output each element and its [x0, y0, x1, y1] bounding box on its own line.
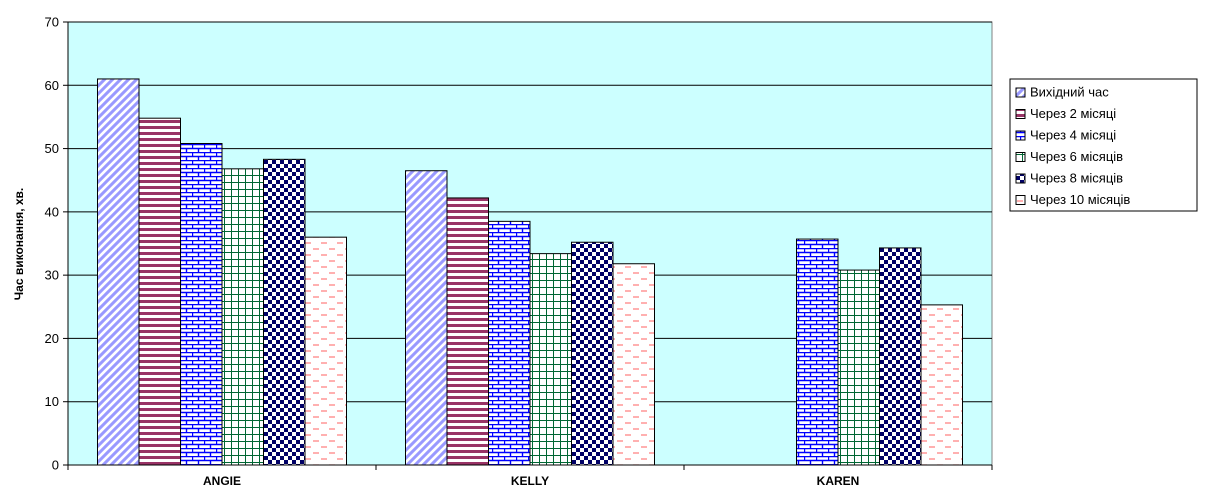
bars — [97, 78, 963, 466]
bar-angie-series-1 — [97, 78, 140, 466]
legend-box — [1009, 78, 1198, 212]
y-tick-label: 20 — [45, 331, 59, 346]
y-tick-label: 60 — [45, 78, 59, 93]
axes: 0 10 20 30 40 50 60 70 ANGIE KELLY KAREN — [45, 15, 993, 488]
legend-label: Через 10 місяців — [1030, 192, 1130, 207]
x-tick-label: ANGIE — [203, 474, 241, 488]
legend-label: Через 2 місяці — [1030, 106, 1116, 121]
legend-swatch — [1015, 195, 1026, 205]
legend-swatch — [1015, 173, 1026, 184]
bar-kelly-series-5 — [571, 241, 614, 466]
bar-angie-series-5 — [263, 158, 306, 466]
bar-kelly-series-6 — [612, 263, 655, 466]
bar-kelly-series-4 — [529, 253, 572, 466]
y-tick-label: 40 — [45, 204, 59, 219]
y-tick-label: 0 — [52, 458, 59, 473]
bar-angie-series-4 — [221, 168, 264, 466]
bar-karen-series-5 — [879, 247, 922, 466]
bar-karen-series-3 — [796, 238, 839, 466]
x-tick-label: KELLY — [511, 474, 549, 488]
y-tick-label: 70 — [45, 15, 59, 30]
bar-karen-series-4 — [837, 269, 880, 466]
legend-swatch — [1015, 130, 1026, 141]
legend-label: Через 8 місяців — [1030, 171, 1123, 186]
bar-angie-series-6 — [304, 236, 347, 466]
legend-label: Через 4 місяці — [1030, 128, 1116, 143]
legend-label: Вихідний час — [1030, 85, 1109, 100]
bar-kelly-series-2 — [446, 197, 489, 466]
bar-angie-series-2 — [138, 117, 181, 466]
bar-angie-series-3 — [180, 143, 223, 466]
legend-label: Через 6 місяців — [1030, 149, 1123, 164]
bar-karen-series-6 — [920, 304, 963, 466]
legend-swatch — [1015, 152, 1026, 162]
x-tick-label: KAREN — [817, 474, 860, 488]
bar-kelly-series-3 — [488, 220, 531, 466]
bar-kelly-series-1 — [405, 170, 448, 466]
legend: Вихідний час Через 2 місяці Через 4 місяці… — [1009, 78, 1198, 212]
y-tick-label: 50 — [45, 141, 59, 156]
y-tick-label: 30 — [45, 268, 59, 283]
legend-swatch — [1015, 109, 1026, 119]
y-tick-label: 10 — [45, 394, 59, 409]
y-axis-title: Час виконання, хв. — [12, 188, 26, 301]
legend-swatch — [1015, 87, 1026, 98]
